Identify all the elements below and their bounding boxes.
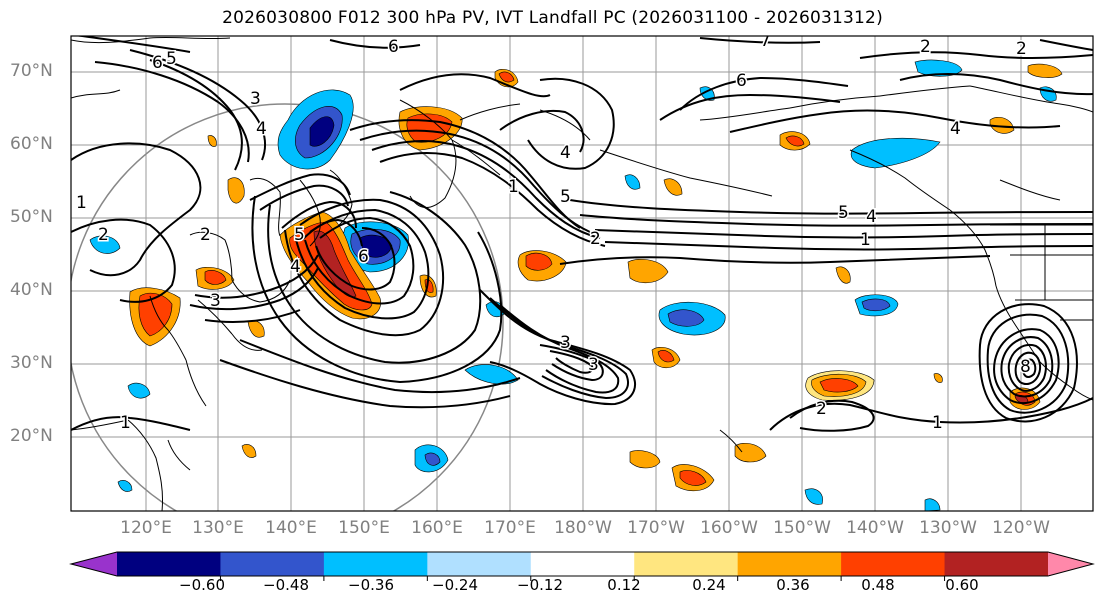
contour-label: 4 bbox=[866, 207, 877, 227]
lon-label: 170°E bbox=[484, 518, 536, 538]
lon-label: 160°E bbox=[411, 518, 463, 538]
contour-label: 2 bbox=[1016, 39, 1027, 59]
contour-label: 6 bbox=[152, 53, 163, 73]
contour-label: 1 bbox=[120, 413, 131, 433]
colorbar-segment bbox=[737, 552, 842, 576]
contour-label: 3 bbox=[250, 89, 261, 109]
ivt-contours bbox=[71, 36, 1093, 432]
contour-label: 8 bbox=[1020, 357, 1031, 377]
lon-label: 160°W bbox=[700, 518, 758, 538]
contour-label: 1 bbox=[932, 413, 943, 433]
contour-label: 5 bbox=[166, 49, 177, 69]
colorbar bbox=[69, 551, 1095, 581]
contour-label: 4 bbox=[950, 119, 961, 139]
contour-label: 3 bbox=[560, 333, 571, 353]
colorbar-tick-label: 0.48 bbox=[861, 576, 895, 594]
map-area: 6 5 3 4 2 1 2 3 6 5 4 1 2 3 1 5 4 6 4 2 … bbox=[71, 31, 1093, 511]
colorbar-tick-label: −0.12 bbox=[517, 576, 563, 594]
colorbar-tick-label: −0.48 bbox=[263, 576, 309, 594]
contour-label: 2 bbox=[98, 225, 109, 245]
lon-label: 150°E bbox=[338, 518, 390, 538]
contour-label: 6 bbox=[388, 37, 399, 57]
lat-label: 40°N bbox=[10, 280, 53, 300]
lon-label: 120°W bbox=[992, 518, 1050, 538]
lon-label: 150°W bbox=[773, 518, 831, 538]
lon-label: 170°W bbox=[627, 518, 685, 538]
lon-label: 140°E bbox=[265, 518, 317, 538]
colorbar-tick-label: −0.36 bbox=[348, 576, 394, 594]
contour-label: 4 bbox=[560, 143, 571, 163]
lon-label: 130°W bbox=[919, 518, 977, 538]
colorbar-segment bbox=[117, 552, 221, 576]
contour-label: 6 bbox=[736, 71, 747, 91]
lon-label: 120°E bbox=[120, 518, 172, 538]
colorbar-segment bbox=[634, 552, 739, 576]
contour-label: 1 bbox=[860, 230, 871, 250]
colorbar-tick-label: −0.24 bbox=[432, 576, 478, 594]
colorbar-outline bbox=[69, 551, 1095, 577]
colorbar-segment bbox=[427, 552, 532, 576]
colorbar-segment bbox=[323, 552, 428, 576]
contour-label: 2 bbox=[590, 229, 601, 249]
contour-label: 1 bbox=[76, 193, 87, 213]
contour-label: 4 bbox=[290, 257, 301, 277]
landfall-radius-circle bbox=[71, 103, 504, 511]
contour-label: 5 bbox=[294, 225, 305, 245]
contour-label: 2 bbox=[816, 399, 827, 419]
lat-label: 70°N bbox=[10, 61, 53, 81]
contour-label: 4 bbox=[256, 119, 267, 139]
colorbar-segment bbox=[944, 552, 1049, 576]
colorbar-tick-label: −0.60 bbox=[179, 576, 225, 594]
colorbar-segment bbox=[530, 552, 635, 576]
contour-label: 5 bbox=[838, 203, 849, 223]
contour-label: 2 bbox=[200, 225, 211, 245]
contour-label: 7 bbox=[760, 31, 771, 51]
lat-label: 50°N bbox=[10, 207, 53, 227]
lon-label: 140°W bbox=[846, 518, 904, 538]
figure-title: 2026030800 F012 300 hPa PV, IVT Landfall… bbox=[222, 8, 883, 28]
lon-label: 130°E bbox=[192, 518, 244, 538]
lat-label: 30°N bbox=[10, 353, 53, 373]
lat-label: 60°N bbox=[10, 134, 53, 154]
colorbar-tick-label: 0.60 bbox=[945, 576, 979, 594]
colorbar-extend-high bbox=[1048, 552, 1093, 576]
lat-label: 20°N bbox=[10, 426, 53, 446]
contour-labels: 6 5 3 4 2 1 2 3 6 5 4 1 2 3 1 5 4 6 4 2 … bbox=[75, 31, 1033, 435]
contour-label: 2 bbox=[920, 37, 931, 57]
contour-label: 6 bbox=[358, 247, 369, 267]
contour-label: 3 bbox=[210, 291, 221, 311]
colorbar-tick-label: 0.24 bbox=[692, 576, 726, 594]
colorbar-extend-low bbox=[71, 552, 117, 576]
colorbar-tick-label: 0.36 bbox=[776, 576, 810, 594]
colorbar-tick-label: 0.12 bbox=[607, 576, 641, 594]
contour-label: 3 bbox=[588, 355, 599, 375]
colorbar-segment bbox=[841, 552, 946, 576]
lon-label: 180°W bbox=[554, 518, 612, 538]
map-frame bbox=[70, 35, 1094, 512]
colorbar-segment bbox=[220, 552, 325, 576]
contour-label: 1 bbox=[508, 177, 519, 197]
contour-label: 5 bbox=[560, 187, 571, 207]
